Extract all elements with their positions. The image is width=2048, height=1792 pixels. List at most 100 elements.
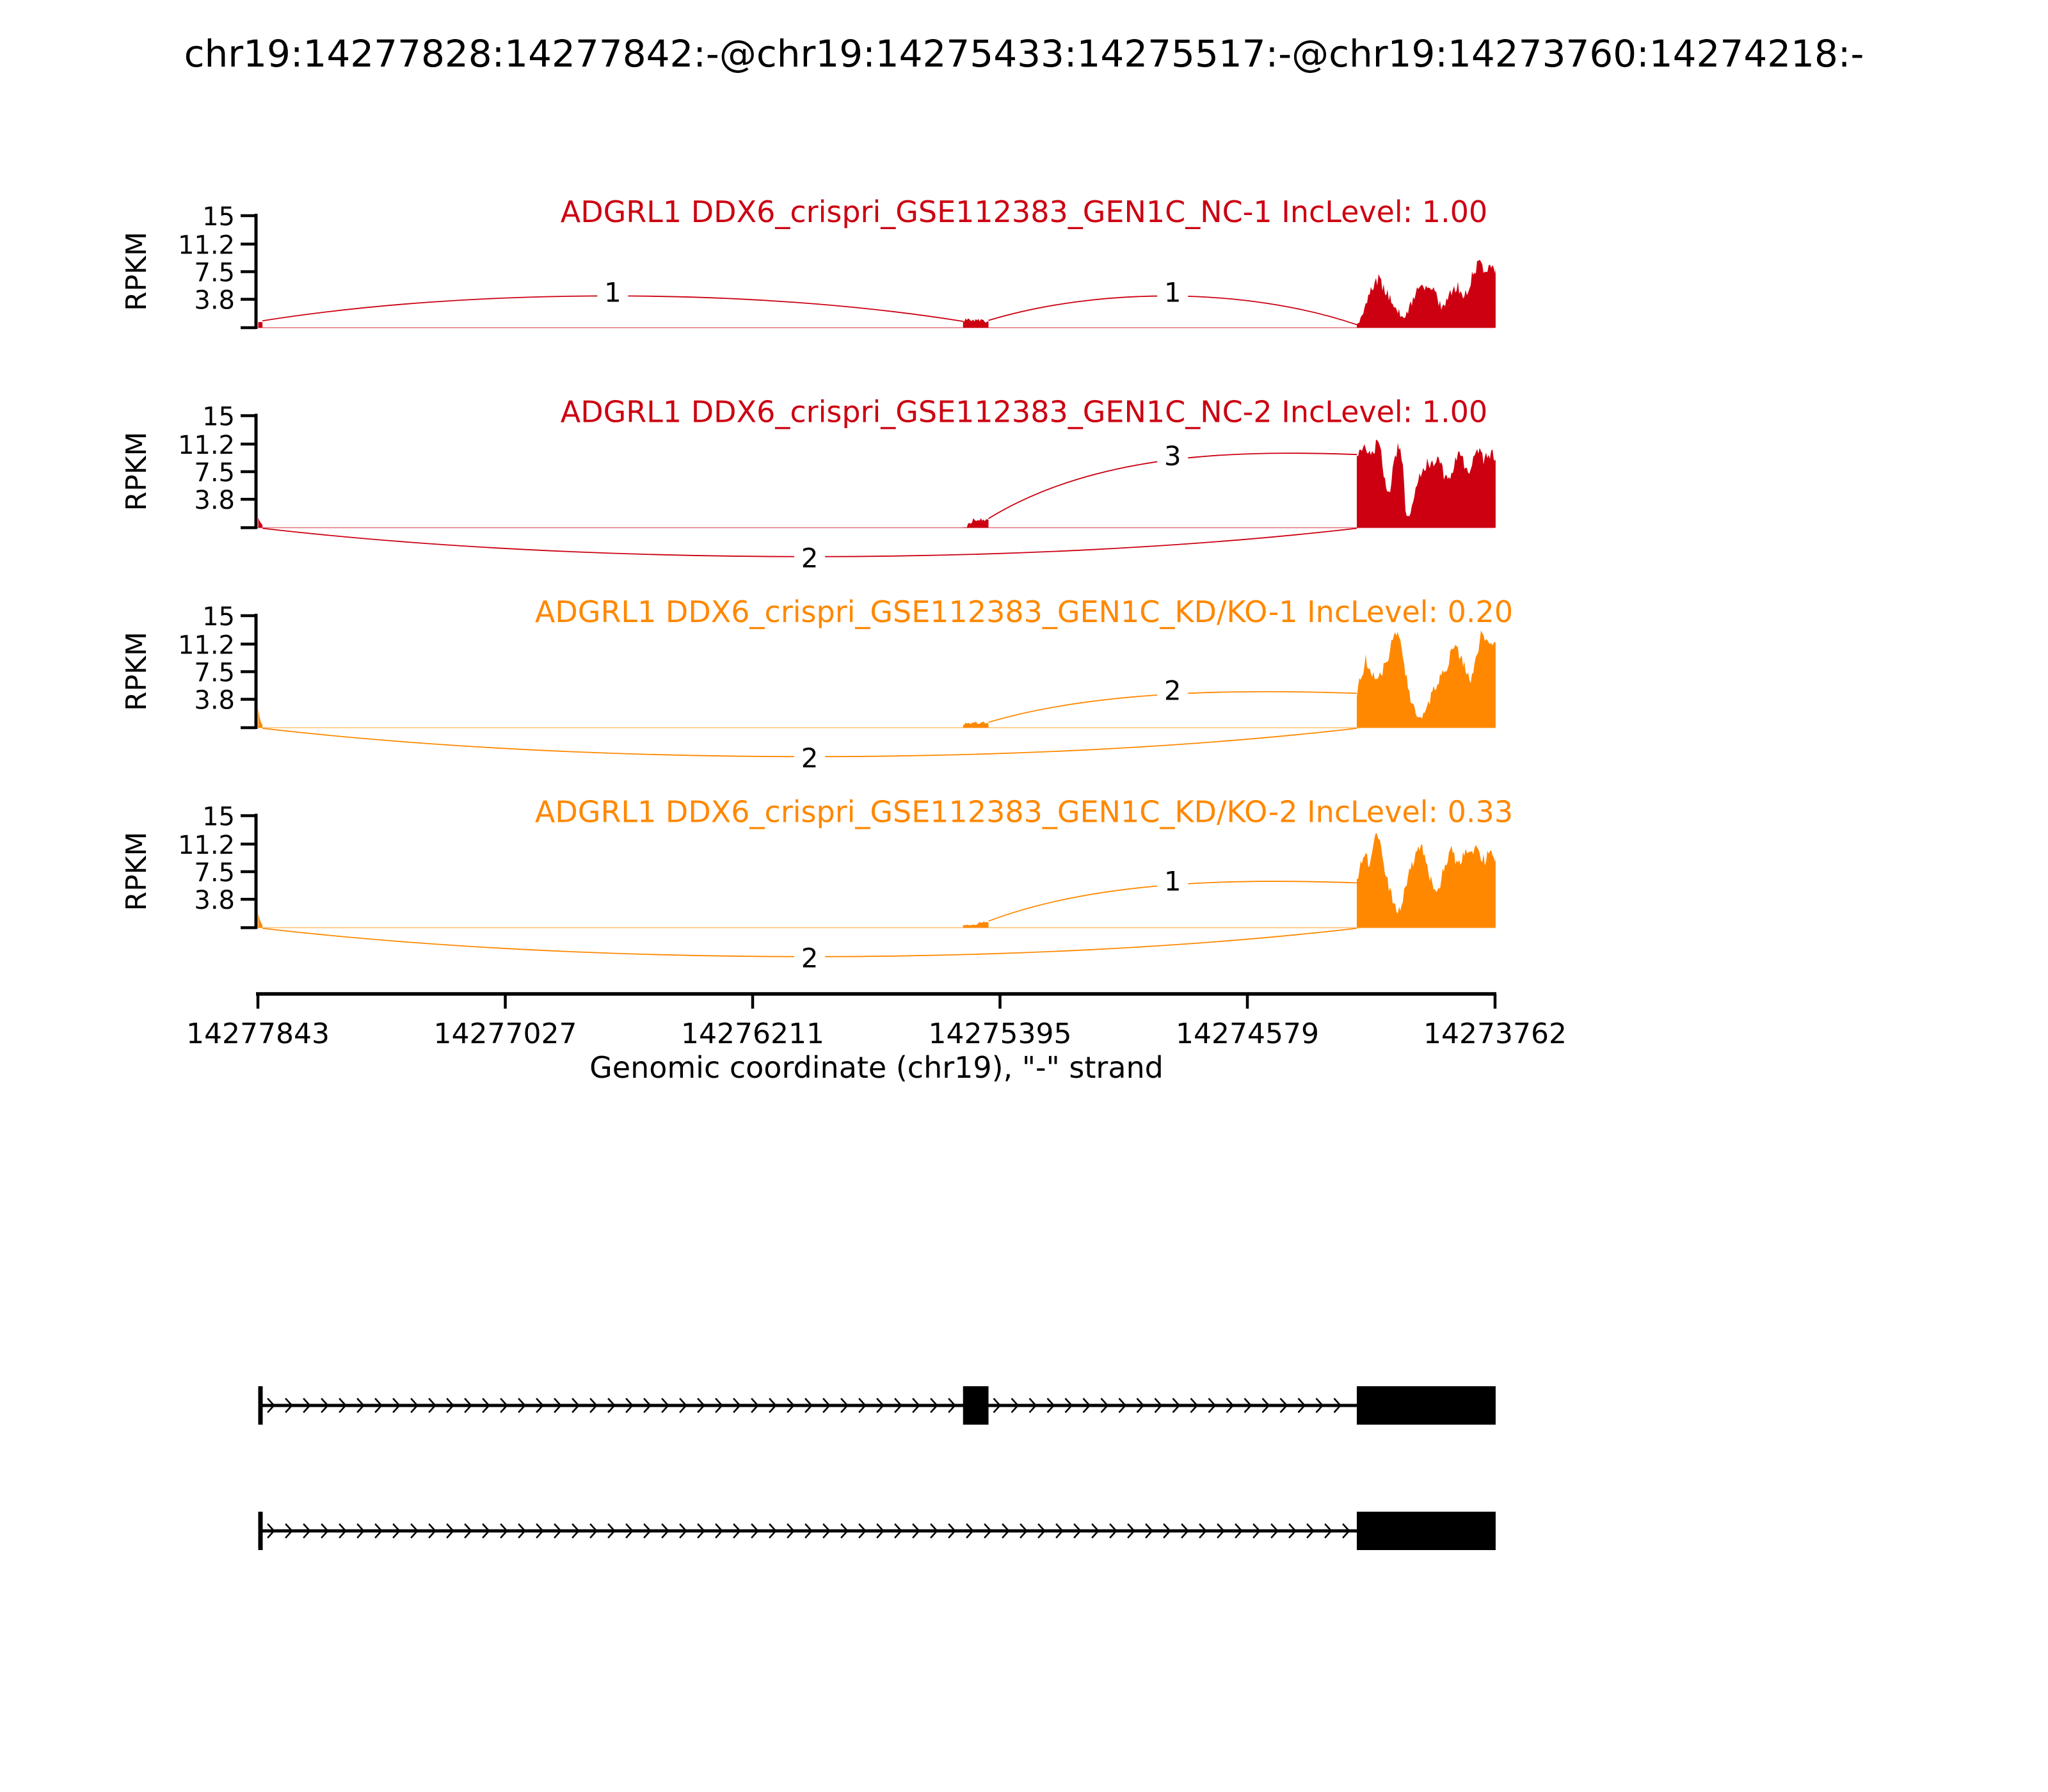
strand-arrow-icon: [1217, 1523, 1225, 1539]
strand-arrow-icon: [697, 1523, 705, 1539]
coverage-area-e2: [963, 721, 989, 728]
coverage-area-e2: [963, 922, 989, 928]
strand-arrow-icon: [1172, 1398, 1181, 1413]
strand-arrow-icon: [787, 1398, 795, 1413]
strand-arrow-icon: [607, 1523, 616, 1539]
y-tick-label: 11.2: [178, 230, 235, 260]
exon-box-e3: [1357, 1386, 1496, 1425]
strand-arrow-icon: [464, 1523, 472, 1539]
strand-arrow-icon: [715, 1523, 723, 1539]
strand-arrow-icon: [500, 1398, 508, 1413]
y-tick-label: 11.2: [178, 431, 235, 460]
skipping-isoform: [258, 1512, 1496, 1550]
strand-arrow-icon: [589, 1398, 598, 1413]
junction-count-backing: [794, 942, 826, 973]
y-axis-label: RPKM: [120, 232, 153, 311]
y-tick-label: 3.8: [194, 686, 235, 716]
strand-arrow-icon: [661, 1398, 669, 1413]
exon-box-e1: [258, 1512, 263, 1550]
strand-arrow-icon: [804, 1523, 813, 1539]
track-title: ADGRL1 DDX6_crispri_GSE112383_GEN1C_KD/K…: [535, 595, 1513, 629]
y-axis-label: RPKM: [120, 832, 153, 911]
strand-arrow-icon: [1154, 1398, 1163, 1413]
strand-arrow-icon: [751, 1398, 759, 1413]
strand-arrow-icon: [751, 1523, 759, 1539]
strand-arrow-icon: [410, 1523, 419, 1539]
x-tick-label: 14277843: [186, 1018, 330, 1050]
strand-arrow-icon: [356, 1398, 365, 1413]
junction-count: 1: [1164, 277, 1181, 308]
strand-arrow-icon: [840, 1398, 849, 1413]
strand-arrow-icon: [1136, 1398, 1145, 1413]
strand-arrow-icon: [607, 1398, 616, 1413]
strand-arrow-icon: [428, 1398, 436, 1413]
strand-arrow-icon: [643, 1523, 652, 1539]
strand-arrow-icon: [536, 1523, 544, 1539]
y-tick-label: 11.2: [178, 630, 235, 660]
strand-arrow-icon: [1028, 1398, 1037, 1413]
strand-arrow-icon: [1324, 1523, 1332, 1539]
strand-arrow-icon: [1127, 1523, 1135, 1539]
strand-arrow-icon: [643, 1398, 652, 1413]
junction-count: 2: [801, 543, 819, 574]
strand-arrow-icon: [1109, 1523, 1117, 1539]
strand-arrow-icon: [912, 1398, 920, 1413]
strand-arrow-icon: [285, 1523, 293, 1539]
sashimi-track: ADGRL1 DDX6_crispri_GSE112383_GEN1C_NC-2…: [120, 395, 1496, 574]
strand-arrow-icon: [1055, 1523, 1064, 1539]
sashimi-track: ADGRL1 DDX6_crispri_GSE112383_GEN1C_KD/K…: [120, 595, 1513, 774]
strand-arrow-icon: [1306, 1523, 1315, 1539]
x-tick-label: 14276211: [681, 1018, 824, 1050]
strand-arrow-icon: [769, 1398, 777, 1413]
y-tick-label: 15: [202, 602, 235, 632]
strand-arrow-icon: [1091, 1523, 1100, 1539]
strand-arrow-icon: [482, 1523, 490, 1539]
strand-arrow-icon: [876, 1523, 884, 1539]
strand-arrow-icon: [679, 1523, 687, 1539]
strand-arrow-icon: [321, 1523, 329, 1539]
y-tick-label: 15: [202, 202, 235, 232]
strand-arrow-icon: [1297, 1398, 1306, 1413]
coverage-area-e1: [258, 517, 263, 528]
strand-arrow-icon: [1270, 1523, 1279, 1539]
strand-arrow-icon: [1342, 1523, 1350, 1539]
strand-arrow-icon: [446, 1523, 454, 1539]
y-axis-label: RPKM: [120, 432, 153, 511]
strand-arrow-icon: [948, 1523, 956, 1539]
strand-arrow-icon: [303, 1398, 311, 1413]
strand-arrow-icon: [339, 1523, 347, 1539]
junction-count: 3: [1164, 440, 1181, 472]
strand-arrow-icon: [554, 1523, 562, 1539]
strand-arrow-icon: [876, 1398, 884, 1413]
strand-arrow-icon: [518, 1523, 526, 1539]
strand-arrow-icon: [500, 1523, 508, 1539]
strand-arrow-icon: [1011, 1398, 1020, 1413]
y-axis-label: RPKM: [120, 632, 153, 711]
strand-arrow-icon: [966, 1523, 974, 1539]
strand-arrow-icon: [1190, 1398, 1199, 1413]
strand-arrow-icon: [1226, 1398, 1235, 1413]
y-tick-label: 15: [202, 803, 235, 832]
y-tick-label: 7.5: [194, 858, 235, 888]
strand-arrow-icon: [930, 1523, 938, 1539]
strand-arrow-icon: [482, 1398, 490, 1413]
strand-arrow-icon: [589, 1523, 598, 1539]
track-title: ADGRL1 DDX6_crispri_GSE112383_GEN1C_NC-2…: [561, 395, 1487, 429]
strand-arrow-icon: [912, 1523, 920, 1539]
strand-arrow-icon: [984, 1523, 992, 1539]
strand-arrow-icon: [1288, 1523, 1297, 1539]
strand-arrow-icon: [1252, 1523, 1261, 1539]
strand-arrow-icon: [993, 1398, 1002, 1413]
y-tick-label: 3.8: [194, 886, 235, 915]
strand-arrow-icon: [1279, 1398, 1288, 1413]
strand-arrow-icon: [356, 1523, 365, 1539]
strand-arrow-icon: [303, 1523, 311, 1539]
sashimi-track: ADGRL1 DDX6_crispri_GSE112383_GEN1C_NC-1…: [120, 195, 1496, 330]
strand-arrow-icon: [1118, 1398, 1127, 1413]
strand-arrow-icon: [894, 1523, 902, 1539]
strand-arrow-icon: [822, 1523, 831, 1539]
junction-count-backing: [1157, 865, 1188, 897]
x-tick-label: 14273762: [1423, 1018, 1567, 1050]
